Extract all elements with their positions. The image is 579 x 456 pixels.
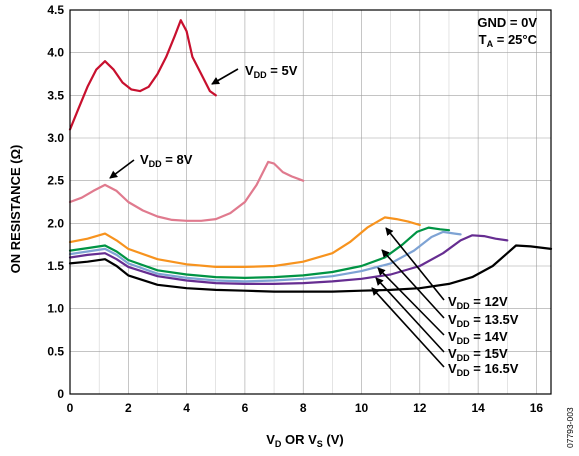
x-axis-label: VD OR VS (V) <box>266 432 344 449</box>
series-label-vdd-13-5v: VDD = 13.5V <box>448 312 519 329</box>
series-line-4 <box>68 230 462 283</box>
series-line-0 <box>68 19 217 131</box>
x-tick-label: 0 <box>67 401 74 415</box>
x-tick-label: 16 <box>530 401 544 415</box>
x-tick-label: 6 <box>242 401 249 415</box>
condition-temperature: TA = 25°C <box>479 32 538 49</box>
series-line-3 <box>68 226 451 279</box>
arrow-vdd-13-5v <box>381 249 445 319</box>
y-tick-label: 4.5 <box>47 3 64 17</box>
y-tick-label: 4.0 <box>47 46 64 60</box>
y-tick-label: 0 <box>57 387 64 401</box>
series-line-5 <box>68 234 509 285</box>
series-line-6 <box>68 244 553 293</box>
x-tick-label: 2 <box>125 401 132 415</box>
series-label-vdd-5v: VDD = 5V <box>245 63 298 80</box>
arrow-vdd-14v <box>377 267 445 336</box>
y-tick-label: 1.5 <box>47 259 64 273</box>
series-label-vdd-15v: VDD = 15V <box>448 346 508 363</box>
tick-labels: 0 2 4 6 8 10 12 14 16 0 0.5 1.0 1.5 2.0 2.5 3.0 3.5 4.0 4.… <box>47 3 543 415</box>
series-label-vdd-12v: VDD = 12V <box>448 294 508 311</box>
y-tick-label: 2.0 <box>47 216 64 230</box>
y-tick-label: 0.5 <box>47 344 64 358</box>
x-tick-label: 4 <box>183 401 190 415</box>
y-axis-label: ON RESISTANCE (Ω) <box>8 145 23 274</box>
arrow-vdd-12v <box>385 227 445 301</box>
arrow-vdd-15v <box>375 277 445 353</box>
arrow-vdd-5v <box>211 68 239 85</box>
series-label-vdd-14v: VDD = 14V <box>448 329 508 346</box>
x-tick-label: 10 <box>355 401 369 415</box>
y-tick-label: 3.0 <box>47 131 64 145</box>
series-label-vdd-8v: VDD = 8V <box>140 152 193 169</box>
y-tick-label: 2.5 <box>47 174 64 188</box>
y-tick-label: 3.5 <box>47 88 64 102</box>
arrow-vdd-8v <box>109 159 135 179</box>
x-tick-label: 12 <box>413 401 427 415</box>
x-tick-label: 8 <box>300 401 307 415</box>
series-line-2 <box>68 216 421 268</box>
series-label-vdd-16-5v: VDD = 16.5V <box>448 361 519 378</box>
series-line-1 <box>68 160 305 222</box>
y-tick-label: 1.0 <box>47 302 64 316</box>
figure-code: 07793-003 <box>565 407 575 448</box>
series-lines <box>68 19 553 293</box>
plot-frame <box>69 9 552 395</box>
x-tick-label: 14 <box>471 401 485 415</box>
condition-gnd: GND = 0V <box>477 15 537 30</box>
arrow-vdd-16-5v <box>371 287 445 368</box>
annotation-arrows <box>109 68 445 368</box>
